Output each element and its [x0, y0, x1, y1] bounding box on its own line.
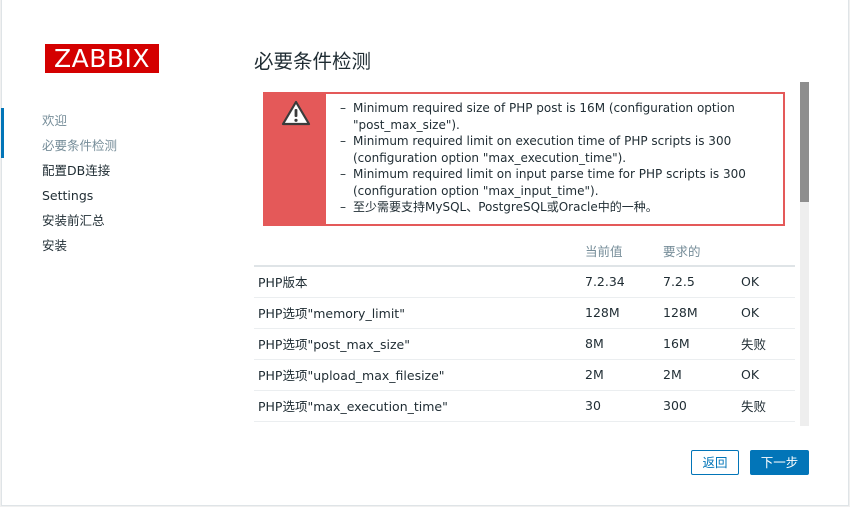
table-row: PHP选项"post_max_size" 8M 16M 失败: [254, 328, 795, 360]
alert-message: Minimum required limit on input parse ti…: [340, 166, 773, 199]
sidebar-item-install[interactable]: 安装: [42, 238, 68, 253]
required-value: 2M: [659, 359, 737, 391]
requirement-name: PHP选项"post_max_size": [254, 328, 581, 360]
current-value: 30: [581, 390, 659, 422]
requirement-name: PHP选项"max_execution_time": [254, 390, 581, 422]
requirement-name: PHP选项"memory_limit": [254, 297, 581, 329]
requirements-table: 当前值 要求的 PHP版本 7.2.34 7.2.5 OK PHP选项"memo…: [254, 236, 795, 422]
table-row: PHP选项"upload_max_filesize" 2M 2M OK: [254, 359, 795, 391]
header-status: [737, 236, 795, 267]
alert-message: Minimum required limit on execution time…: [340, 133, 773, 166]
alert-message: 至少需要支持MySQL、PostgreSQL或Oracle中的一种。: [340, 199, 773, 216]
current-value: 128M: [581, 297, 659, 329]
requirement-name: PHP选项"upload_max_filesize": [254, 359, 581, 391]
current-value: 7.2.34: [581, 266, 659, 298]
setup-steps-sidebar: 欢迎 必要条件检测 配置DB连接 Settings 安装前汇总 安装: [0, 108, 230, 258]
status-badge: OK: [737, 359, 795, 391]
status-badge: OK: [737, 297, 795, 329]
page-title: 必要条件检测: [254, 50, 372, 73]
next-step-button[interactable]: 下一步: [750, 450, 809, 475]
status-badge: 失败: [737, 390, 795, 422]
content-scrollbar[interactable]: [800, 82, 809, 426]
requirement-name: PHP版本: [254, 266, 581, 298]
alert-icon-area: [265, 94, 326, 224]
sidebar-item-db-connection[interactable]: 配置DB连接: [42, 163, 111, 178]
prerequisites-content[interactable]: Minimum required size of PHP post is 16M…: [254, 82, 810, 426]
sidebar-item-settings[interactable]: Settings: [42, 188, 94, 203]
header-required: 要求的: [659, 236, 737, 267]
table-header-row: 当前值 要求的: [254, 236, 795, 267]
current-value: 2M: [581, 359, 659, 391]
table-row: PHP版本 7.2.34 7.2.5 OK: [254, 266, 795, 298]
sidebar-item-prerequisites[interactable]: 必要条件检测: [42, 138, 118, 153]
header-current: 当前值: [581, 236, 659, 267]
alert-message: Minimum required size of PHP post is 16M…: [340, 100, 773, 133]
current-value: 8M: [581, 328, 659, 360]
required-value: 300: [659, 390, 737, 422]
back-button[interactable]: 返回: [691, 450, 739, 475]
required-value: 7.2.5: [659, 266, 737, 298]
required-value: 128M: [659, 297, 737, 329]
alert-messages: Minimum required size of PHP post is 16M…: [326, 94, 783, 224]
current-step-marker: [1, 108, 4, 158]
sidebar-item-welcome[interactable]: 欢迎: [42, 113, 68, 128]
error-alert: Minimum required size of PHP post is 16M…: [263, 92, 785, 226]
status-badge: 失败: [737, 328, 795, 360]
status-badge: OK: [737, 266, 795, 298]
sidebar-item-summary[interactable]: 安装前汇总: [42, 213, 105, 228]
table-row: PHP选项"memory_limit" 128M 128M OK: [254, 297, 795, 329]
table-row: PHP选项"max_execution_time" 30 300 失败: [254, 390, 795, 422]
header-name: [254, 236, 581, 267]
zabbix-logo: ZABBIX: [45, 44, 159, 73]
scrollbar-thumb[interactable]: [800, 82, 809, 202]
required-value: 16M: [659, 328, 737, 360]
